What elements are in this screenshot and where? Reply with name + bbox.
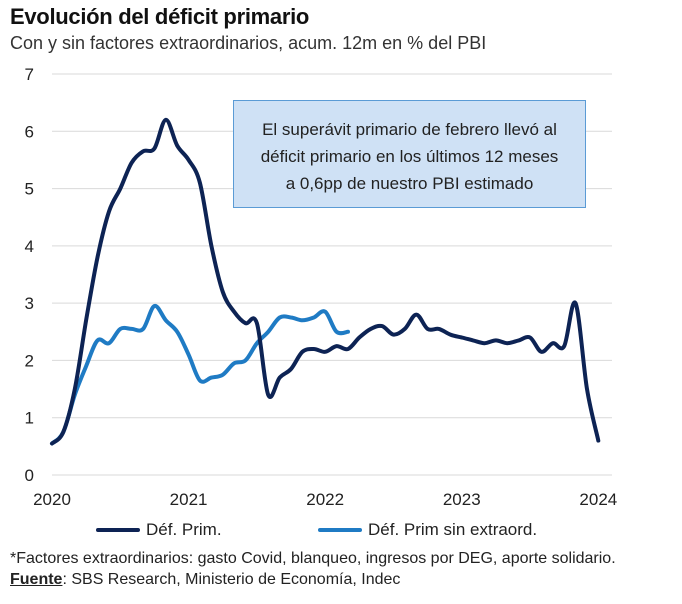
y-tick-label-4: 4 <box>25 237 34 256</box>
annotation-line-1: El superávit primario de febrero llevó a… <box>262 120 557 139</box>
legend-swatch-light <box>318 528 362 532</box>
x-tick-label-2021: 2021 <box>170 490 208 509</box>
source-label: Fuente <box>10 571 63 588</box>
x-tick-label-2024: 2024 <box>579 490 617 509</box>
series-lines <box>50 117 601 446</box>
legend-item-sin-extraord: Déf. Prim sin extraord. <box>318 520 537 540</box>
legend-label-def-prim: Déf. Prim. <box>146 520 222 539</box>
series-line-sin-extraord <box>50 303 350 446</box>
y-tick-label-6: 6 <box>25 122 34 141</box>
x-tick-label-2023: 2023 <box>443 490 481 509</box>
source-text: : SBS Research, Ministerio de Economía, … <box>62 571 401 588</box>
series-line-def-prim <box>50 117 601 446</box>
x-tick-label-2020: 2020 <box>33 490 71 509</box>
legend-swatch-dark <box>96 528 140 532</box>
y-tick-label-5: 5 <box>25 180 34 199</box>
source-line: Fuente: SBS Research, Ministerio de Econ… <box>10 571 400 589</box>
y-tick-label-2: 2 <box>25 351 34 370</box>
footnote: *Factores extraordinarios: gasto Covid, … <box>10 550 616 567</box>
y-tick-label-7: 7 <box>25 65 34 84</box>
y-tick-label-3: 3 <box>25 294 34 313</box>
chart-subtitle: Con y sin factores extraordinarios, acum… <box>10 33 487 53</box>
legend-item-def-prim: Déf. Prim. <box>96 520 222 540</box>
annotation-line-2: déficit primario en los últimos 12 meses <box>260 147 559 166</box>
chart-title: Evolución del déficit primario <box>10 4 310 29</box>
y-tick-label-1: 1 <box>25 409 34 428</box>
y-tick-label-0: 0 <box>25 466 34 485</box>
x-tick-label-2022: 2022 <box>306 490 344 509</box>
x-axis-ticks: 2020 2021 2022 2023 2024 <box>33 490 617 509</box>
annotation-line-3: a 0,6pp de nuestro PBI estimado <box>285 174 534 193</box>
legend-label-sin-extraord: Déf. Prim sin extraord. <box>368 520 538 539</box>
y-axis-ticks: 0 1 2 3 4 5 6 7 <box>25 65 34 485</box>
annotation-box: El superávit primario de febrero llevó a… <box>233 100 586 208</box>
